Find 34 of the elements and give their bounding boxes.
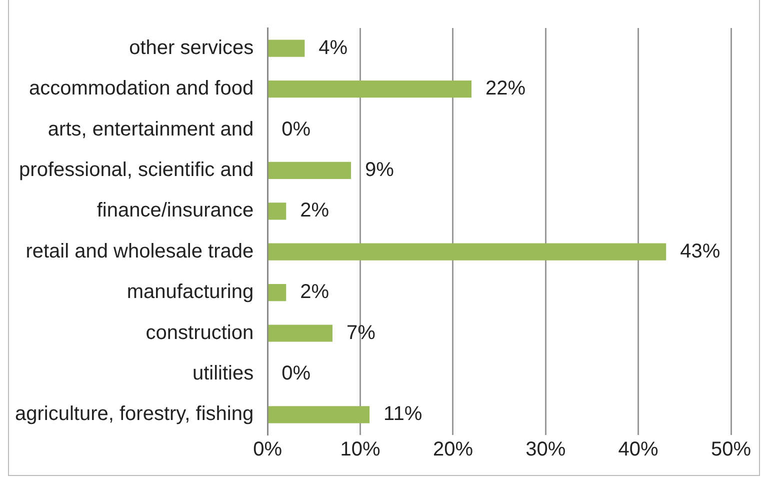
bar: [268, 284, 286, 302]
x-tick-label: 10%: [340, 438, 381, 461]
y-tick-label: professional, scientific and: [19, 158, 254, 181]
y-tick-label: manufacturing: [126, 281, 254, 304]
bar: [268, 406, 370, 424]
data-label: 43%: [680, 240, 720, 262]
x-tick-label: 30%: [526, 438, 566, 461]
y-tick-label: retail and wholesale trade: [26, 240, 254, 262]
data-label: 2%: [300, 281, 330, 304]
data-label: 0%: [282, 118, 311, 140]
y-tick-label: accommodation and food: [29, 78, 254, 100]
bar: [268, 202, 286, 220]
x-tick-label: 20%: [432, 438, 474, 461]
data-label: 7%: [346, 322, 376, 344]
y-tick-label: construction: [146, 322, 254, 344]
x-tick-label: 50%: [710, 438, 752, 461]
data-label: 2%: [300, 200, 330, 222]
data-label: 22%: [486, 78, 526, 100]
y-tick-label: utilities: [192, 362, 254, 384]
bar: [268, 243, 666, 260]
data-label: 4%: [318, 36, 348, 59]
y-tick-label: other services: [129, 36, 254, 59]
data-label: 11%: [384, 403, 422, 426]
bar: [268, 80, 472, 98]
x-tick-label: 0%: [253, 438, 282, 461]
x-tick-label: 40%: [618, 438, 659, 461]
data-label: 9%: [365, 158, 394, 181]
bar: [268, 162, 352, 179]
y-tick-label: finance/insurance: [96, 200, 254, 222]
y-tick-label: agriculture, forestry, fishing: [14, 403, 254, 426]
bar: [268, 40, 305, 57]
data-label: 0%: [282, 362, 311, 384]
y-tick-label: arts, entertainment and: [48, 118, 254, 140]
bar: [268, 324, 332, 342]
